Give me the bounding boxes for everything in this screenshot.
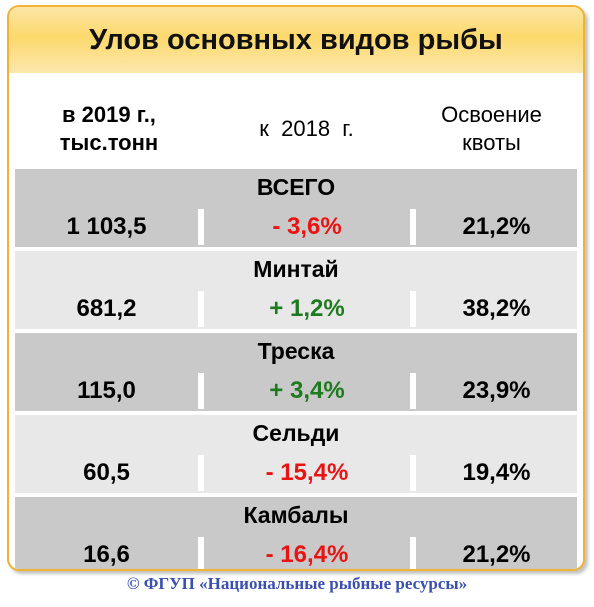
quota-value: 38,2%	[462, 295, 531, 322]
catch-value: 1 103,5	[66, 213, 147, 240]
change-value: + 3,4%	[269, 377, 345, 404]
header-quota-line2: квоты	[462, 130, 521, 155]
quota-value: 23,9%	[462, 377, 531, 404]
catch-value: 16,6	[83, 541, 130, 568]
cell-divider	[198, 209, 204, 245]
header-catch-line1: в 2019 г.,	[62, 102, 156, 127]
species-name: Камбалы	[243, 502, 349, 528]
cell-divider	[410, 537, 416, 569]
species-name: ВСЕГО	[256, 174, 336, 200]
catch-table-card: Улов основных видов рыбы в 2019 г., тыс.…	[7, 5, 585, 571]
header-quota-line1: Освоение	[441, 102, 542, 127]
catch-value: 115,0	[77, 377, 136, 404]
row-group-total: ВСЕГО 1 103,5 - 3,6% 21,2%	[15, 169, 577, 247]
cell-divider	[198, 291, 204, 327]
cell-divider	[410, 209, 416, 245]
cell-divider	[198, 455, 204, 491]
species-name: Минтай	[253, 256, 339, 282]
header-vs-2018-label: к 2018 г.	[259, 116, 354, 141]
quota-value: 21,2%	[462, 541, 531, 568]
copyright-footer: © ФГУП «Национальные рыбные ресурсы»	[126, 574, 468, 593]
row-group-flounder: Камбалы 16,6 - 16,4% 21,2%	[15, 497, 577, 569]
header-vs-2018: к 2018 г.	[204, 115, 409, 143]
quota-value: 21,2%	[462, 213, 531, 240]
catch-value: 681,2	[76, 295, 137, 322]
cell-divider	[410, 291, 416, 327]
change-value: - 16,4%	[265, 541, 349, 568]
table-title: Улов основных видов рыбы	[89, 23, 503, 56]
cell-divider	[198, 537, 204, 569]
header-catch-2019: в 2019 г., тыс.тонн	[19, 101, 199, 157]
title-bar: Улов основных видов рыбы	[9, 7, 583, 73]
cell-divider	[410, 373, 416, 409]
quota-value: 19,4%	[462, 459, 531, 486]
header-catch-line2: тыс.тонн	[59, 130, 159, 155]
row-group-herring: Сельди 60,5 - 15,4% 19,4%	[15, 415, 577, 493]
change-value: - 15,4%	[265, 459, 349, 486]
change-value: + 1,2%	[269, 295, 345, 322]
row-group-pollock: Минтай 681,2 + 1,2% 38,2%	[15, 251, 577, 329]
species-name: Треска	[257, 338, 335, 364]
header-quota: Освоение квоты	[404, 101, 579, 157]
species-name: Сельди	[252, 420, 340, 446]
cell-divider	[410, 455, 416, 491]
change-value: - 3,6%	[272, 213, 342, 240]
cell-divider	[198, 373, 204, 409]
row-group-cod: Треска 115,0 + 3,4% 23,9%	[15, 333, 577, 411]
catch-value: 60,5	[83, 459, 130, 486]
